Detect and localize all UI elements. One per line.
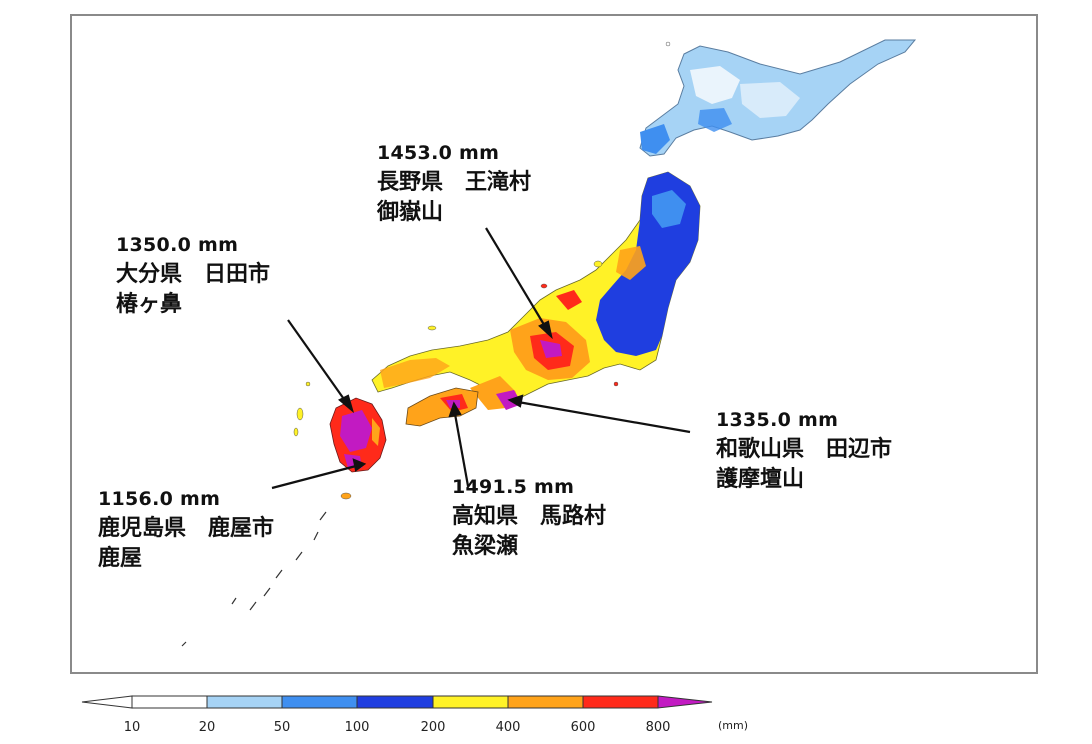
amount-kagoshima: 1156.0 mm [98, 488, 221, 510]
hokkaido-region [639, 39, 917, 157]
location-kagoshima-line2: 鹿屋 [98, 546, 143, 571]
annotation-kagoshima: 1156.0 mm 鹿児島県 鹿屋市 鹿屋 [98, 484, 274, 574]
location-kochi-line1: 高知県 馬路村 [452, 504, 607, 529]
annotation-oita: 1350.0 mm 大分県 日田市 椿ヶ鼻 [116, 230, 270, 320]
annotation-kochi: 1491.5 mm 高知県 馬路村 魚梁瀬 [452, 472, 606, 562]
legend-colorbar [81, 695, 713, 709]
location-oita-line2: 椿ヶ鼻 [116, 292, 183, 317]
legend-tick: 200 [420, 720, 446, 735]
location-kochi-line2: 魚梁瀬 [452, 534, 519, 559]
honshu-region [371, 171, 701, 410]
annotation-nagano: 1453.0 mm 長野県 王滝村 御嶽山 [377, 138, 531, 228]
legend-unit: (mm) [718, 719, 749, 732]
legend-tick: 10 [123, 720, 141, 735]
location-wakayama-line1: 和歌山県 田辺市 [716, 437, 893, 462]
legend-tick: 20 [198, 720, 216, 735]
ryukyu-islands [181, 511, 327, 647]
shikoku-region [405, 387, 479, 427]
location-wakayama-line2: 護摩壇山 [716, 467, 805, 492]
southern-islands [293, 41, 671, 500]
amount-oita: 1350.0 mm [116, 234, 239, 256]
annotation-arrows [271, 227, 691, 490]
kyushu-region [329, 397, 387, 473]
location-kagoshima-line1: 鹿児島県 鹿屋市 [98, 516, 275, 541]
legend-tick: 400 [495, 720, 521, 735]
amount-wakayama: 1335.0 mm [716, 409, 839, 431]
location-oita-line1: 大分県 日田市 [116, 262, 271, 287]
legend-tick: 800 [645, 720, 671, 735]
amount-nagano: 1453.0 mm [377, 142, 500, 164]
legend-tick: 100 [344, 720, 370, 735]
location-nagano-line2: 御嶽山 [377, 200, 444, 225]
annotation-wakayama: 1335.0 mm 和歌山県 田辺市 護摩壇山 [716, 405, 892, 495]
legend-tick: 50 [273, 720, 291, 735]
location-nagano-line1: 長野県 王滝村 [377, 170, 532, 195]
amount-kochi: 1491.5 mm [452, 476, 575, 498]
legend-tick: 600 [570, 720, 596, 735]
